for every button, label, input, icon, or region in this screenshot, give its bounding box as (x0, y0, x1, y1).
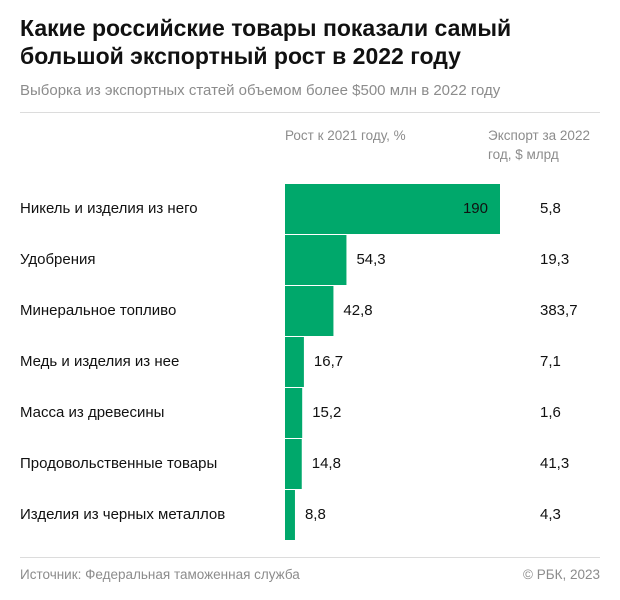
export-value: 4,3 (540, 506, 561, 523)
value-label: 42,8 (343, 302, 372, 319)
value-label: 15,2 (312, 404, 341, 421)
category-label: Изделия из черных металлов (20, 506, 225, 523)
bar (285, 388, 303, 438)
source: Источник: Федеральная таможенная служба (20, 567, 300, 582)
export-value: 41,3 (540, 455, 569, 472)
value-label: 16,7 (314, 353, 343, 370)
value-label: 54,3 (356, 251, 385, 268)
bar (285, 439, 302, 489)
category-label: Масса из древесины (20, 404, 164, 421)
chart-subtitle: Выборка из экспортных статей объемом бол… (20, 82, 501, 99)
copyright: © РБК, 2023 (523, 567, 600, 582)
export-value: 5,8 (540, 200, 561, 217)
value-label: 190 (463, 200, 488, 217)
chart-title: Какие российские товары показали самый б… (20, 15, 512, 69)
column-header: Рост к 2021 году, % (285, 128, 406, 143)
divider (20, 557, 600, 558)
bar (285, 286, 334, 336)
category-label: Продовольственные товары (20, 455, 217, 472)
column-header: Экспорт за 2022 год, $ млрд (488, 128, 590, 162)
bar (285, 337, 304, 387)
bar (285, 184, 500, 234)
value-label: 8,8 (305, 506, 326, 523)
category-label: Никель и изделия из него (20, 200, 198, 217)
bar (285, 490, 295, 540)
category-label: Минеральное топливо (20, 302, 176, 319)
export-value: 7,1 (540, 353, 561, 370)
export-value: 383,7 (540, 302, 578, 319)
value-label: 14,8 (312, 455, 341, 472)
category-label: Удобрения (20, 251, 96, 268)
divider (20, 112, 600, 113)
bar (285, 235, 347, 285)
export-value: 1,6 (540, 404, 561, 421)
category-label: Медь и изделия из нее (20, 353, 179, 370)
export-value: 19,3 (540, 251, 569, 268)
